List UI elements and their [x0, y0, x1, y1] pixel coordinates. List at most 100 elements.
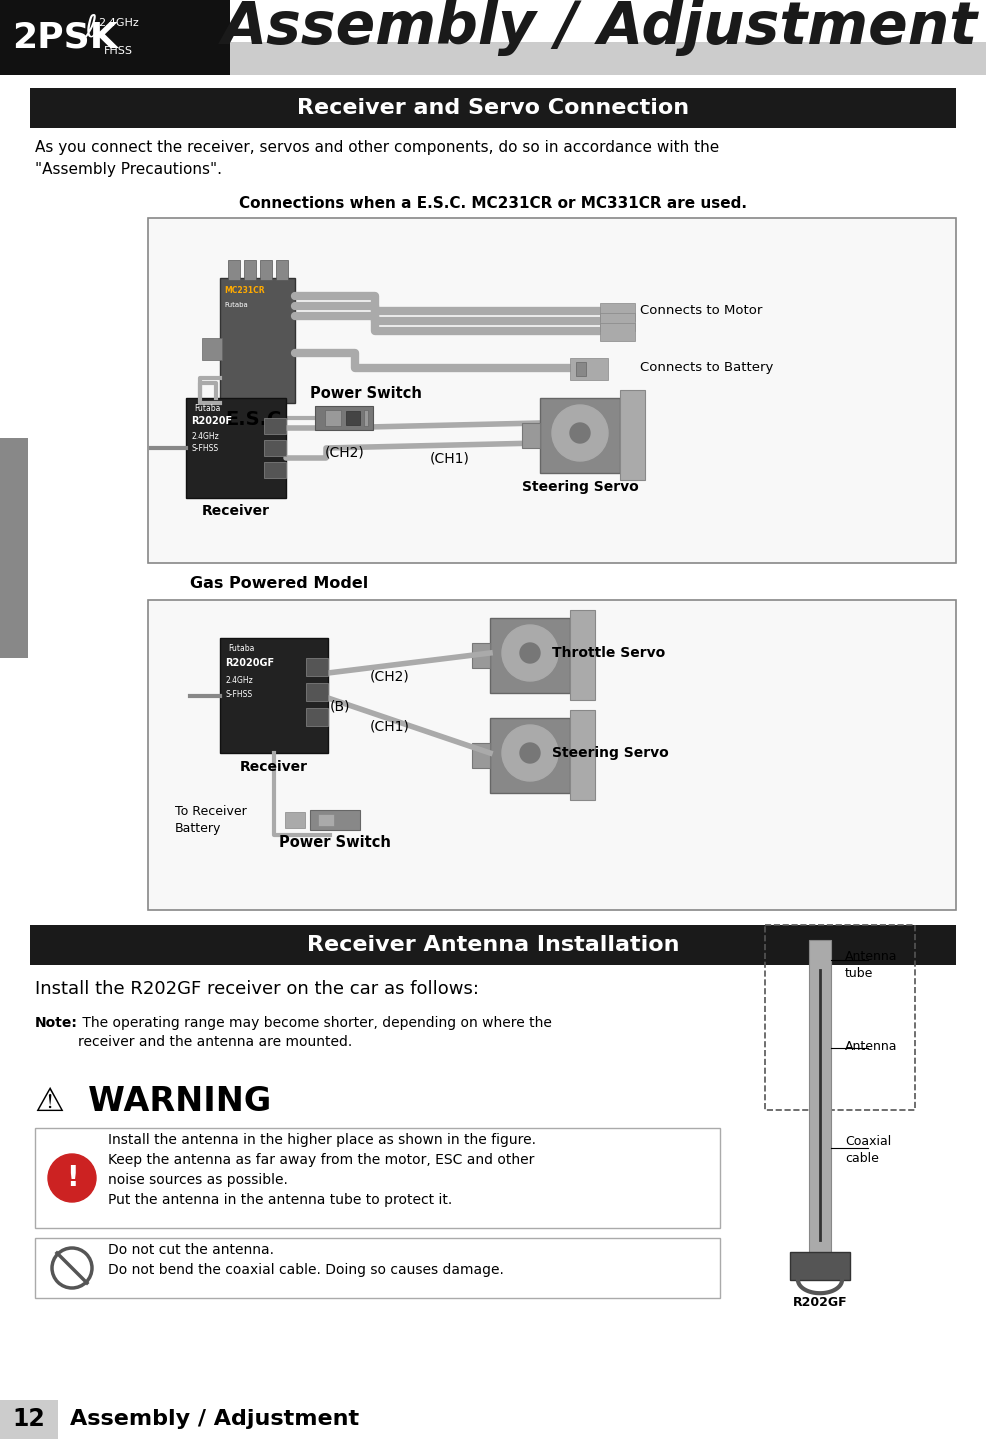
Text: Assembly / Adjustment: Assembly / Adjustment	[222, 0, 978, 56]
Bar	[148, 600, 956, 909]
Bar	[310, 810, 360, 830]
Text: Install the antenna in the higher place as shown in the figure.
Keep the antenna: Install the antenna in the higher place …	[108, 1132, 536, 1207]
Text: Receiver Antenna Installation: Receiver Antenna Installation	[307, 935, 679, 955]
Text: ℓ: ℓ	[84, 14, 97, 43]
Bar	[570, 709, 595, 800]
Text: Throttle Servo: Throttle Servo	[552, 646, 666, 661]
Text: Futaba: Futaba	[194, 404, 221, 413]
Text: Antenna
tube: Antenna tube	[845, 950, 897, 980]
Text: 12: 12	[13, 1407, 45, 1430]
Text: As you connect the receiver, servos and other components, do so in accordance wi: As you connect the receiver, servos and …	[35, 140, 719, 177]
Text: Steering Servo: Steering Servo	[522, 481, 638, 494]
Bar	[260, 260, 272, 281]
Bar	[364, 410, 368, 426]
Bar	[790, 1252, 850, 1281]
Bar	[306, 658, 328, 676]
Text: (CH1): (CH1)	[430, 450, 470, 465]
Bar	[30, 88, 956, 128]
Text: !: !	[66, 1164, 78, 1191]
Text: R2020F: R2020F	[191, 416, 232, 426]
Text: Steering Servo: Steering Servo	[552, 745, 669, 760]
Bar	[325, 410, 341, 426]
Bar	[30, 925, 956, 966]
Bar	[315, 406, 373, 430]
Bar	[306, 684, 328, 701]
Text: Power Switch: Power Switch	[279, 835, 390, 850]
Bar	[264, 417, 286, 435]
Bar	[346, 412, 360, 425]
Text: E.S.C.: E.S.C.	[225, 410, 289, 429]
Bar	[620, 423, 638, 448]
Text: 2.4GHz: 2.4GHz	[225, 676, 252, 685]
Circle shape	[502, 725, 558, 781]
Text: Antenna: Antenna	[845, 1040, 897, 1053]
Text: To Receiver
Battery: To Receiver Battery	[175, 804, 246, 835]
Bar	[540, 399, 620, 473]
Text: (CH2): (CH2)	[370, 669, 410, 684]
Text: Gas Powered Model: Gas Powered Model	[190, 576, 368, 591]
Text: Connections when a E.S.C. MC231CR or MC331CR are used.: Connections when a E.S.C. MC231CR or MC3…	[239, 196, 747, 212]
Bar	[264, 462, 286, 478]
Bar	[0, 437, 28, 658]
Bar	[220, 278, 295, 403]
Text: S-FHSS: S-FHSS	[191, 445, 218, 453]
Text: R202GF: R202GF	[793, 1297, 847, 1309]
Circle shape	[570, 423, 590, 443]
Text: Receiver and Servo Connection: Receiver and Servo Connection	[297, 98, 689, 118]
Text: Note:: Note:	[35, 1016, 78, 1030]
Bar	[490, 718, 570, 793]
Bar	[600, 304, 635, 321]
Bar	[276, 260, 288, 281]
Text: Coaxial
cable: Coaxial cable	[845, 1135, 891, 1166]
Text: Do not cut the antenna.
Do not bend the coaxial cable. Doing so causes damage.: Do not cut the antenna. Do not bend the …	[108, 1243, 504, 1276]
Bar	[228, 260, 240, 281]
Bar	[600, 314, 635, 331]
Circle shape	[552, 404, 608, 460]
Bar	[0, 0, 986, 75]
Bar	[0, 1400, 986, 1439]
Circle shape	[520, 743, 540, 763]
Bar	[570, 643, 588, 668]
Bar	[620, 390, 645, 481]
Bar	[570, 743, 588, 768]
Circle shape	[502, 625, 558, 681]
Text: (CH2): (CH2)	[325, 446, 365, 460]
Text: Assembly / Adjustment: Assembly / Adjustment	[70, 1409, 359, 1429]
Bar	[522, 423, 540, 448]
Text: Power Switch: Power Switch	[310, 386, 422, 401]
Bar	[244, 260, 256, 281]
Text: Connects to Motor: Connects to Motor	[640, 305, 762, 318]
Text: S-FHSS: S-FHSS	[225, 689, 252, 699]
Bar	[220, 637, 328, 753]
Bar	[809, 940, 831, 1261]
Bar	[264, 440, 286, 456]
Bar	[472, 743, 490, 768]
Bar	[0, 1400, 58, 1439]
Text: Receiver: Receiver	[240, 760, 308, 774]
Bar	[0, 42, 986, 75]
Bar	[35, 1128, 720, 1227]
Text: R2020GF: R2020GF	[225, 658, 274, 668]
Bar	[202, 338, 222, 360]
Bar	[186, 399, 286, 498]
Bar	[306, 708, 328, 727]
Text: Futaba: Futaba	[224, 302, 247, 308]
Bar	[318, 814, 334, 826]
Text: The operating range may become shorter, depending on where the
receiver and the : The operating range may become shorter, …	[78, 1016, 552, 1049]
Text: ⚠  WARNING: ⚠ WARNING	[35, 1085, 271, 1118]
Text: (B): (B)	[329, 699, 350, 712]
Text: 2.4GHz: 2.4GHz	[191, 432, 219, 440]
Bar	[35, 1238, 720, 1298]
Text: Install the R202GF receiver on the car as follows:: Install the R202GF receiver on the car a…	[35, 980, 479, 999]
Text: FHSS: FHSS	[104, 46, 133, 56]
Bar	[0, 0, 230, 75]
Text: Futaba: Futaba	[228, 645, 254, 653]
Bar	[576, 363, 586, 376]
Text: Receiver: Receiver	[202, 504, 270, 518]
Bar	[600, 322, 635, 341]
Circle shape	[520, 643, 540, 663]
Bar	[285, 812, 305, 827]
Text: MC231CR: MC231CR	[224, 286, 264, 295]
Bar	[490, 617, 570, 694]
Bar	[570, 358, 608, 380]
